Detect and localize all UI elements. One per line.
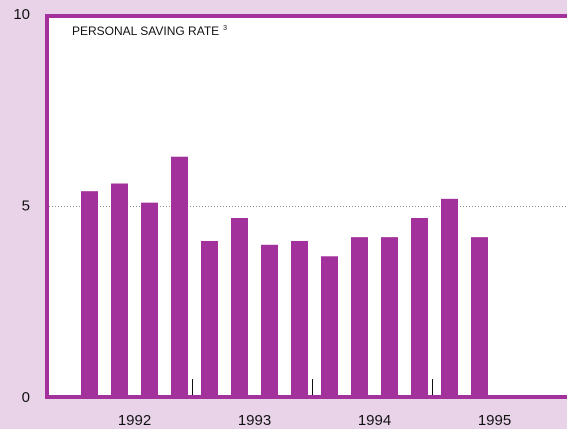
bar [321, 256, 338, 398]
bar [411, 217, 428, 398]
title-text: PERSONAL SAVING RATE [72, 24, 219, 38]
bar [291, 240, 308, 398]
bar [231, 217, 248, 398]
bar [441, 198, 458, 398]
bar [141, 202, 158, 398]
bar [201, 240, 218, 398]
bar [381, 237, 398, 398]
chart-title: PERSONAL SAVING RATE 3 [72, 24, 227, 38]
bar [111, 183, 128, 398]
title-note: 3 [223, 25, 227, 32]
bar [471, 237, 488, 398]
bar [81, 191, 98, 398]
x-group-label: 1992 [118, 412, 151, 429]
x-group-label: 1993 [238, 412, 271, 429]
bar [261, 244, 278, 398]
x-group-label: 1994 [358, 412, 391, 429]
y-tick-label: 0 [22, 389, 30, 406]
y-tick-label: 10 [13, 6, 30, 23]
bar [171, 156, 188, 398]
y-tick-label: 5 [22, 197, 30, 214]
x-group-label: 1995 [478, 412, 511, 429]
bar [351, 237, 368, 398]
